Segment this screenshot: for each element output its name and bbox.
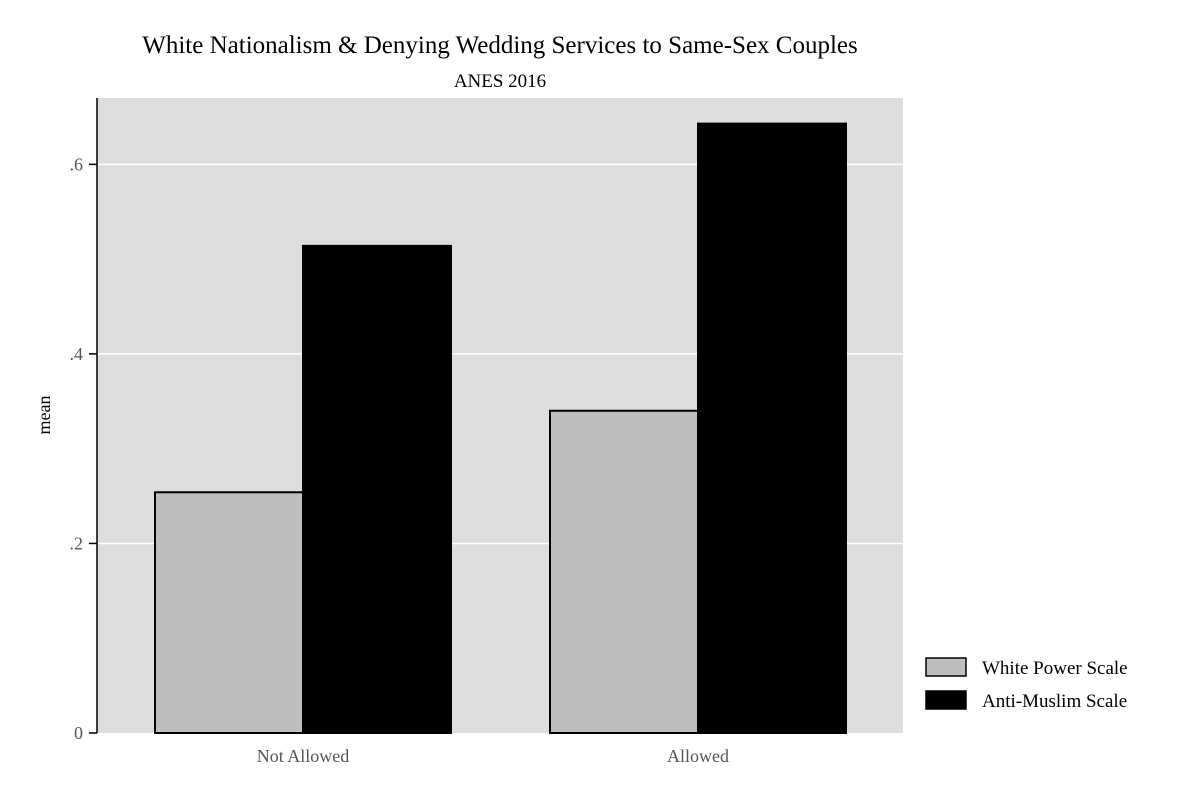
chart-title: White Nationalism & Denying Wedding Serv… — [142, 32, 857, 59]
bar — [697, 122, 847, 735]
y-tick-label: 0 — [74, 723, 83, 743]
chart-subtitle: ANES 2016 — [454, 71, 546, 92]
legend-label: Anti-Muslim Scale — [982, 691, 1127, 712]
bars — [154, 122, 847, 735]
legend-swatch — [925, 657, 967, 677]
y-tick-label: .6 — [70, 154, 84, 174]
bar — [549, 409, 699, 734]
bar — [154, 491, 304, 734]
x-tick-label: Allowed — [667, 746, 729, 766]
x-tick-label: Not Allowed — [257, 746, 350, 766]
legend-label: White Power Scale — [982, 658, 1128, 679]
y-tick-label: .4 — [70, 344, 84, 364]
bar — [302, 244, 452, 735]
y-axis: 0 .2 .4 .6 — [70, 98, 98, 743]
y-tick-label: .2 — [70, 533, 84, 553]
x-axis: Not Allowed Allowed — [257, 746, 729, 766]
legend: White Power Scale Anti-Muslim Scale — [925, 657, 1128, 712]
y-axis-title: mean — [34, 396, 54, 435]
legend-swatch — [925, 690, 967, 710]
